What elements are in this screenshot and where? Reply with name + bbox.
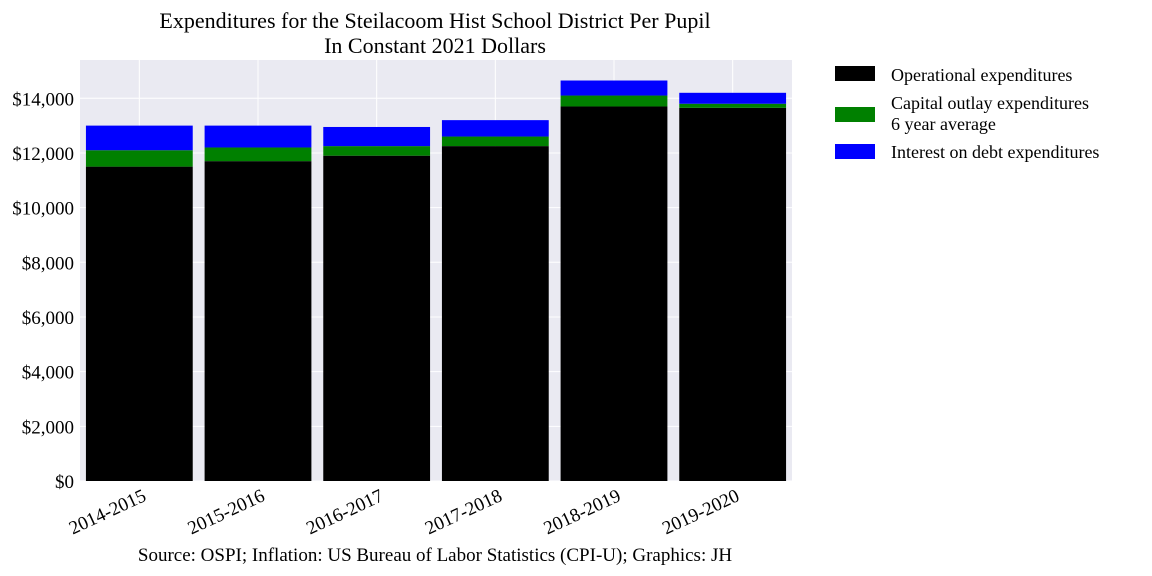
bar-segment-capital-outlay: [323, 146, 431, 156]
y-tick-label: $4,000: [22, 363, 74, 384]
bar-segment-operational: [323, 155, 431, 481]
y-axis: $0 $2,000 $4,000 $6,000 $8,000 $10,000 $12,000…: [12, 89, 74, 493]
x-tick-label: 2019-2020: [659, 485, 742, 539]
legend: Operational expenditures Capital outlay e…: [835, 65, 1099, 162]
x-tick-label: 2014-2015: [66, 485, 149, 539]
y-tick-label: $12,000: [12, 144, 74, 165]
bar-segment-interest-on-debt: [560, 80, 668, 96]
bar-segment-capital-outlay: [204, 147, 312, 162]
x-tick-label: 2016-2017: [303, 485, 386, 539]
bar-segment-operational: [679, 107, 787, 481]
bar-segment-operational: [560, 106, 668, 481]
legend-label: Interest on debt expenditures: [891, 142, 1099, 162]
bar-segment-operational: [85, 166, 193, 481]
bar-segment-capital-outlay: [560, 95, 668, 107]
x-tick-label: 2018-2019: [541, 485, 624, 539]
legend-label-line2: 6 year average: [891, 114, 996, 134]
y-tick-label: $14,000: [12, 89, 74, 110]
bar-segment-interest-on-debt: [441, 120, 549, 137]
bar-segment-interest-on-debt: [85, 125, 193, 151]
bar-segment-interest-on-debt: [204, 125, 312, 148]
x-tick-label: 2017-2018: [422, 485, 505, 539]
x-axis: 2014-2015 2015-2016 2016-2017 2017-2018 2018…: [66, 485, 743, 539]
bar-segment-interest-on-debt: [323, 126, 431, 147]
y-tick-label: $8,000: [22, 253, 74, 274]
bar-segment-operational: [204, 161, 312, 481]
legend-swatch: [835, 66, 875, 81]
chart-subtitle: In Constant 2021 Dollars: [324, 33, 546, 58]
legend-label: Capital outlay expenditures: [891, 93, 1089, 113]
source-note: Source: OSPI; Inflation: US Bureau of La…: [138, 545, 732, 566]
bar-segment-interest-on-debt: [679, 92, 787, 104]
legend-label: Operational expenditures: [891, 65, 1072, 85]
bar-segment-capital-outlay: [679, 103, 787, 108]
y-tick-label: $10,000: [12, 199, 74, 220]
legend-swatch: [835, 107, 875, 122]
bar-segment-capital-outlay: [85, 150, 193, 167]
legend-swatch: [835, 144, 875, 159]
plot-area: [80, 60, 792, 481]
y-tick-label: $2,000: [22, 417, 74, 438]
chart-title: Expenditures for the Steilacoom Hist Sch…: [159, 8, 710, 33]
bar-segment-operational: [441, 146, 549, 481]
bars: [85, 80, 787, 481]
y-tick-label: $6,000: [22, 308, 74, 329]
y-tick-label: $0: [55, 472, 74, 493]
x-tick-label: 2015-2016: [185, 485, 268, 539]
bar-segment-capital-outlay: [441, 136, 549, 147]
